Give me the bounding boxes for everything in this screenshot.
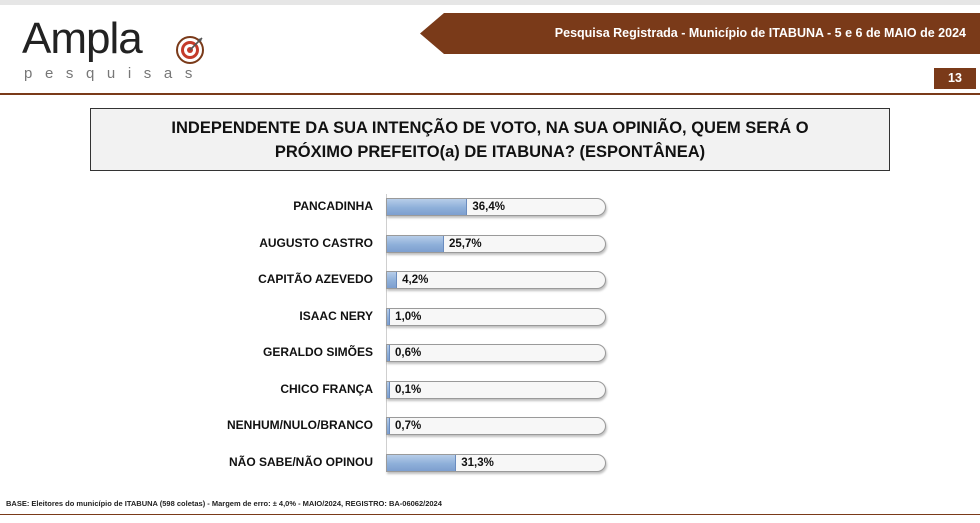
bar-track: 31,3% [386, 453, 606, 472]
bar-track: 0,7% [386, 417, 606, 435]
footer-rule [0, 514, 980, 515]
ampla-logo: Ampla pesquisas [22, 14, 222, 84]
bar-category-label: PANCADINHA [293, 199, 373, 213]
bar [387, 418, 390, 434]
bar-chart: PANCADINHA 36,4% AUGUSTO CASTRO 25,7% CAPITÃ… [0, 188, 980, 478]
base-note: BASE: Eleitores do município de ITABUNA … [6, 499, 442, 508]
bar-track: 25,7% [386, 234, 606, 253]
bar [387, 272, 398, 288]
question-box: INDEPENDENTE DA SUA INTENÇÃO DE VOTO, NA… [90, 108, 890, 171]
bar-track: 0,6% [386, 344, 606, 362]
bar-category-label: CAPITÃO AZEVEDO [258, 272, 373, 286]
bar-category-label: AUGUSTO CASTRO [259, 235, 373, 250]
logo-word: Ampla [22, 14, 143, 63]
bar-value-label: 0,7% [395, 420, 422, 432]
bar [387, 199, 468, 215]
bar-category-label: CHICO FRANÇA [280, 381, 373, 396]
bar [387, 345, 390, 361]
bar-category-label: ISAAC NERY [299, 308, 373, 323]
bar-value-label: 36,4% [472, 201, 505, 213]
logo-subtitle: pesquisas [24, 65, 205, 82]
bar [387, 308, 391, 325]
bar-value-label: 25,7% [449, 237, 482, 250]
bar [387, 454, 457, 471]
bar-track: 1,0% [386, 307, 606, 326]
header-divider [0, 93, 980, 95]
bar-value-label: 0,1% [395, 383, 422, 396]
bar-category-label: NENHUM/NULO/BRANCO [227, 418, 373, 432]
banner-text: Pesquisa Registrada - Município de ITABU… [554, 26, 966, 40]
chart-title: INDEPENDENTE DA SUA INTENÇÃO DE VOTO, NA… [171, 118, 809, 161]
bar-value-label: 31,3% [461, 456, 494, 469]
bar-track: 36,4% [386, 198, 606, 216]
chart-axis [386, 194, 387, 472]
bar-value-label: 0,6% [395, 347, 422, 359]
bar-category-label: GERALDO SIMÕES [262, 345, 373, 359]
target-icon [176, 36, 204, 64]
bar-category-label: NÃO SABE/NÃO OPINOU [228, 454, 373, 469]
bar [387, 235, 445, 252]
bar-value-label: 4,2% [402, 274, 429, 286]
bar-value-label: 1,0% [395, 310, 422, 323]
survey-banner: Pesquisa Registrada - Município de ITABU… [420, 13, 980, 54]
bar-track: 4,2% [386, 271, 606, 289]
page-number-badge: 13 [934, 68, 976, 89]
bar-track: 0,1% [386, 380, 606, 399]
top-strip [0, 0, 980, 5]
bar [387, 381, 390, 398]
